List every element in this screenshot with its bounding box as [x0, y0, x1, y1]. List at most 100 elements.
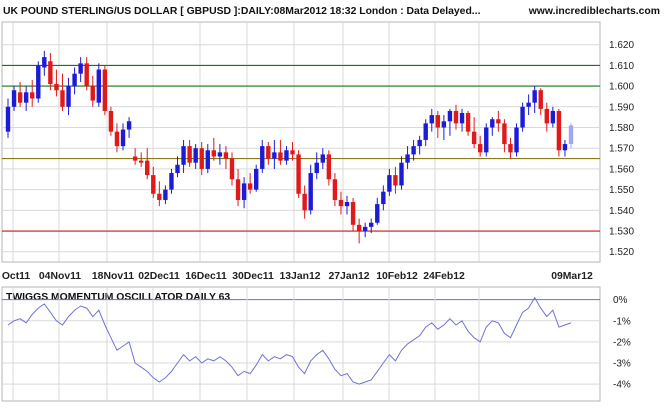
price-x-tick-label: 30Dec11: [232, 271, 274, 282]
candlestick: [484, 123, 489, 157]
candle-body: [393, 175, 398, 186]
candle-body: [223, 152, 229, 159]
candle-body: [356, 224, 362, 232]
candle-body: [405, 154, 410, 163]
candle-body: [375, 204, 380, 223]
candlestick: [187, 139, 192, 167]
candle-body: [381, 191, 386, 205]
candle-body: [11, 90, 17, 107]
candle-body: [169, 173, 174, 190]
candle-body: [96, 69, 102, 103]
candle-body: [471, 131, 477, 145]
candle-body: [120, 129, 126, 147]
candlestick: [429, 108, 434, 132]
candle-body: [290, 150, 295, 155]
chart-title: UK POUND STERLING/US DOLLAR [ GBPUSD ]:D…: [3, 6, 481, 17]
candlestick: [138, 152, 144, 167]
candle-body: [387, 175, 392, 192]
candlestick: [17, 81, 23, 107]
candle-body: [484, 127, 489, 153]
candle-body: [266, 146, 271, 159]
candlestick: [169, 168, 174, 194]
candle-body: [229, 158, 235, 180]
candle-body: [145, 160, 150, 176]
candlestick: [502, 119, 507, 153]
candle-body: [211, 150, 217, 157]
candle-body: [465, 113, 471, 132]
candle-body: [138, 160, 144, 163]
candlestick: [562, 139, 568, 157]
candle-body: [235, 179, 241, 200]
price-y-tick-label: 1.540: [609, 206, 634, 217]
price-x-tick-label: 16Dec11: [185, 271, 227, 282]
site-link[interactable]: www.incrediblecharts.com: [528, 6, 660, 17]
candle-body: [429, 115, 434, 124]
candlestick: [211, 137, 217, 161]
candlestick: [290, 142, 295, 161]
candlestick: [496, 110, 501, 132]
candle-body: [362, 226, 368, 232]
candlestick: [514, 123, 519, 157]
candle-body: [278, 152, 283, 161]
candle-body: [193, 148, 198, 163]
candle-body: [435, 115, 441, 128]
candlestick: [399, 156, 404, 190]
candlestick: [302, 185, 307, 219]
candle-body: [441, 121, 447, 128]
candle-body: [17, 92, 23, 103]
candle-body: [332, 179, 338, 200]
candlestick: [157, 181, 162, 207]
oscillator-title: TWIGGS MOMENTUM OSCILLATOR DAILY 63: [6, 292, 230, 303]
candlestick: [247, 173, 253, 194]
candle-body: [526, 102, 531, 107]
candlestick: [90, 75, 95, 107]
candlestick: [272, 139, 277, 169]
candle-body: [532, 90, 537, 103]
candle-body: [284, 150, 289, 161]
price-x-tick-label: 18Nov11: [92, 271, 134, 282]
candlestick: [54, 69, 59, 97]
candlestick: [108, 106, 114, 136]
candlestick: [350, 197, 356, 232]
candlestick: [48, 52, 53, 91]
candlestick: [435, 110, 441, 138]
candlestick: [550, 106, 556, 128]
candlestick: [151, 166, 156, 198]
candlestick: [356, 218, 362, 244]
candlestick: [163, 185, 168, 205]
candle-body: [151, 175, 156, 194]
candlestick: [405, 146, 410, 169]
candlestick: [314, 152, 319, 180]
candlestick: [23, 86, 29, 111]
candle-body: [30, 92, 35, 99]
candlestick: [260, 139, 265, 174]
candlestick: [11, 86, 17, 111]
candle-body: [217, 152, 223, 157]
candlestick: [568, 123, 574, 149]
candlestick: [217, 144, 223, 165]
candle-body: [544, 108, 549, 124]
candlestick: [266, 142, 271, 165]
candlestick: [120, 123, 126, 151]
candlestick: [5, 98, 11, 138]
candlestick: [223, 146, 229, 169]
candle-body: [308, 173, 313, 211]
oscillator-y-tick-label: -4%: [613, 380, 631, 391]
candle-body: [411, 146, 416, 155]
candle-body: [241, 183, 247, 200]
candle-body: [199, 148, 204, 169]
candle-body: [84, 63, 89, 87]
price-x-tick-label: 24Feb12: [423, 271, 465, 282]
candlestick: [235, 168, 241, 207]
candlestick: [362, 222, 368, 238]
oscillator-y-tick-label: -1%: [613, 316, 631, 327]
candle-body: [157, 193, 162, 200]
candlestick: [326, 150, 332, 186]
candle-body: [314, 162, 319, 174]
candle-body: [175, 164, 180, 174]
candle-body: [108, 110, 114, 132]
price-y-tick-label: 1.530: [609, 227, 634, 238]
candle-body: [459, 113, 465, 124]
candlestick: [308, 164, 313, 215]
